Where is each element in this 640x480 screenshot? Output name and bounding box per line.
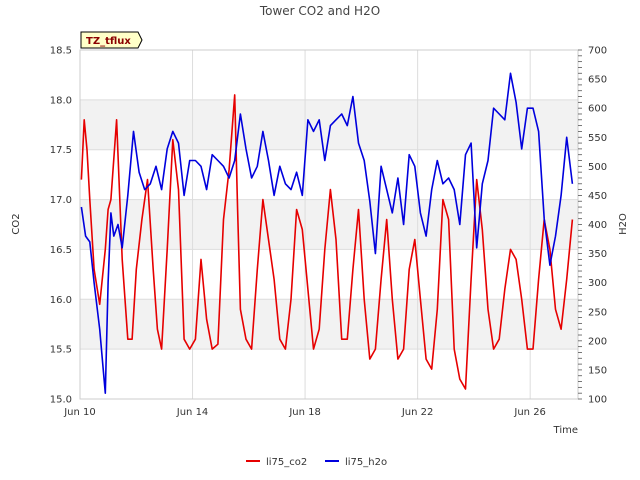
y-left-tick-label: 15.0 [50,395,72,406]
y-right-tick-label: 350 [588,249,607,260]
y-left-tick-label: 17.0 [50,195,72,206]
x-tick-label: Jun 10 [63,407,96,418]
y-right-tick-label: 250 [588,307,607,318]
y-right-axis-title: H2O [618,213,629,235]
legend-label-li75_h2o: li75_h2o [345,457,387,468]
x-axis-title: Time [553,425,578,436]
band [80,99,578,150]
y-left-tick-label: 18.0 [50,95,72,106]
y-right-tick-label: 450 [588,191,607,202]
y-right-tick-label: 300 [588,278,607,289]
y-right-tick-label: 650 [588,75,607,86]
legend-label-li75_co2: li75_co2 [266,457,307,468]
x-tick-label: Jun 18 [288,407,321,418]
y-left-tick-label: 17.5 [50,145,72,156]
tz-badge: TZ_tflux [80,31,143,49]
band [80,149,578,200]
band [80,249,578,300]
y-left-tick-label: 16.5 [50,245,72,256]
plot-background-bands [80,50,578,399]
y-right-tick-label: 400 [588,220,607,231]
series-layer [80,72,574,395]
y-left-tick-label: 15.5 [50,345,72,356]
legend: li75_co2 li75_h2o [246,457,387,468]
y-left-tick-label: 18.5 [50,46,72,57]
band [80,349,578,399]
y-right-tick-label: 500 [588,162,607,173]
y-right-tick-label: 100 [588,395,607,406]
y-right-tick-label: 150 [588,365,607,376]
axes: 15.0 15.5 16.0 16.5 17.0 17.5 18.0 18.5 Jun 10 Ju… [50,46,607,419]
series-line-li75_co2 [80,94,574,390]
x-tick-label: Jun 26 [513,407,546,418]
band [80,50,578,100]
series-line-li75_h2o [80,72,574,395]
y-left-axis-title: CO2 [11,213,22,234]
y-left-tick-label: 16.0 [50,295,72,306]
x-tick-label: Jun 14 [176,407,209,418]
y-right-tick-label: 550 [588,133,607,144]
tz-badge-box [80,31,143,49]
y-right-tick-label: 600 [588,104,607,115]
y-right-tick-label: 200 [588,336,607,347]
tz-badge-label: TZ_tflux [86,36,131,47]
y-right-tick-label: 700 [588,46,607,57]
x-tick-label: Jun 22 [401,407,434,418]
chart-title: Tower CO2 and H2O [259,4,380,18]
